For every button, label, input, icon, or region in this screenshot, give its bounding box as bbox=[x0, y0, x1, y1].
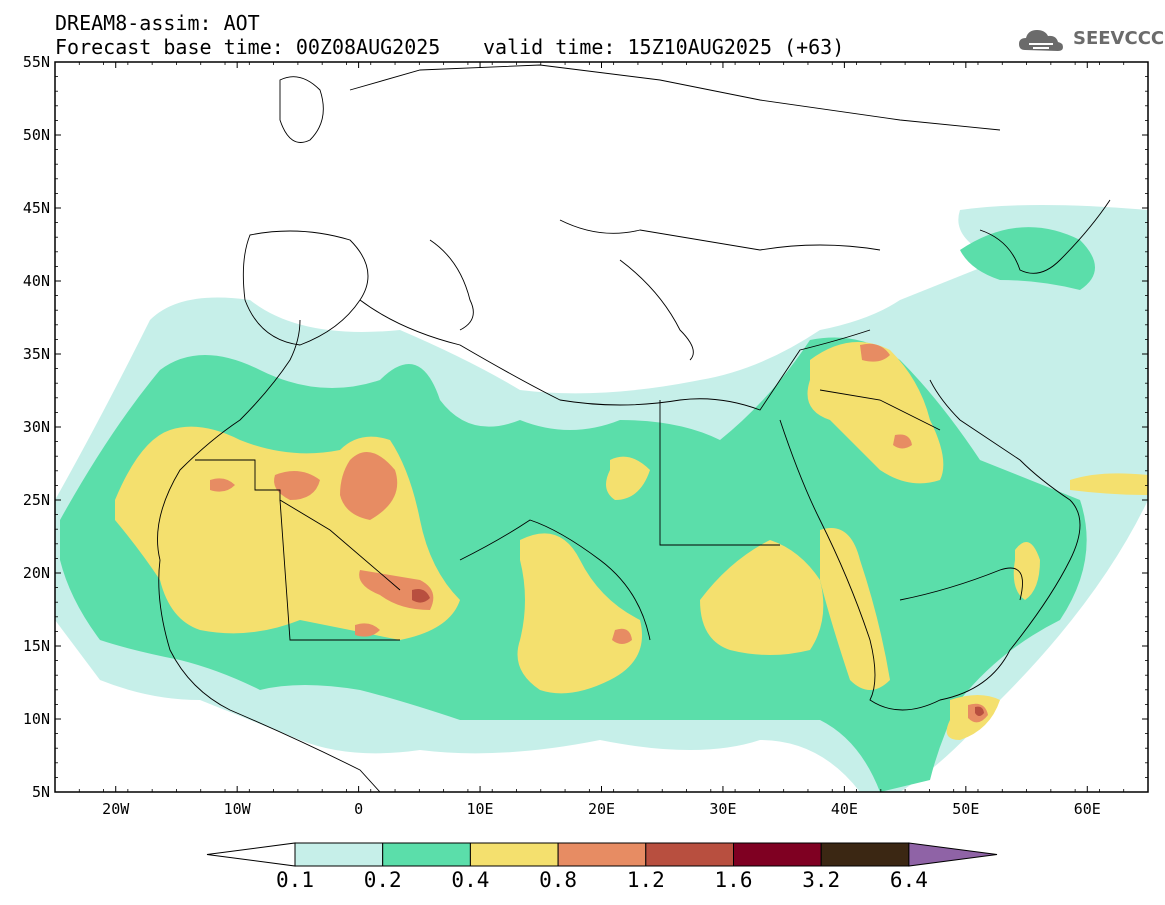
lon-tick-label: 0 bbox=[354, 800, 363, 818]
axis-ticks bbox=[54, 61, 1149, 793]
colorbar-bin bbox=[733, 842, 822, 867]
lat-tick-label: 35N bbox=[23, 345, 50, 363]
lat-tick-label: 15N bbox=[23, 637, 50, 655]
colorbar-labels: 0.1 0.2 0.4 0.8 1.2 1.6 3.2 6.4 bbox=[276, 868, 928, 892]
lon-tick-label: 30E bbox=[709, 800, 736, 818]
map-title: DREAM8-assim: AOT bbox=[55, 11, 260, 35]
lon-tick-label: 60E bbox=[1074, 800, 1101, 818]
colorbar-level-label: 0.1 bbox=[276, 868, 314, 892]
aot-level-1.2 bbox=[412, 589, 984, 716]
lat-tick-label: 20N bbox=[23, 564, 50, 582]
colorbar-under-triangle bbox=[206, 842, 296, 867]
lat-tick-label: 10N bbox=[23, 710, 50, 728]
colorbar-level-label: 3.2 bbox=[802, 868, 840, 892]
longitude-labels: 20W 10W 0 10E 20E 30E 40E 50E 60E bbox=[102, 800, 1101, 818]
cloud-logo-icon bbox=[1019, 30, 1063, 51]
colorbar-bin bbox=[557, 842, 647, 867]
colorbar-bin bbox=[382, 842, 471, 867]
colorbar bbox=[206, 842, 998, 867]
lon-tick-label: 50E bbox=[952, 800, 979, 818]
colorbar-level-label: 1.2 bbox=[627, 868, 665, 892]
lat-tick-label: 25N bbox=[23, 491, 50, 509]
colorbar-level-label: 6.4 bbox=[890, 868, 928, 892]
colorbar-bin bbox=[469, 842, 559, 867]
colorbar-level-label: 0.8 bbox=[539, 868, 577, 892]
lon-tick-label: 20E bbox=[588, 800, 615, 818]
lon-tick-label: 40E bbox=[831, 800, 858, 818]
colorbar-over-triangle bbox=[908, 842, 998, 867]
lon-tick-label: 20W bbox=[102, 800, 130, 818]
lat-tick-label: 55N bbox=[23, 53, 50, 71]
colorbar-level-label: 1.6 bbox=[715, 868, 753, 892]
lat-tick-label: 40N bbox=[23, 272, 50, 290]
lon-tick-label: 10W bbox=[224, 800, 252, 818]
logo-text: SEEVCCC bbox=[1073, 28, 1165, 49]
colorbar-bin bbox=[645, 842, 734, 867]
colorbar-bin bbox=[820, 842, 910, 867]
aot-field bbox=[55, 62, 1148, 792]
latitude-labels: 55N 50N 45N 40N 35N 30N 25N 20N 15N 10N 5N bbox=[23, 53, 50, 801]
colorbar-bin bbox=[294, 842, 384, 867]
forecast-base-time: Forecast base time: 00Z08AUG2025 bbox=[55, 35, 441, 59]
lat-tick-label: 5N bbox=[32, 783, 50, 801]
lon-tick-label: 10E bbox=[467, 800, 494, 818]
valid-time: valid time: 15Z10AUG2025 (+63) bbox=[483, 35, 845, 59]
colorbar-level-label: 0.4 bbox=[451, 868, 489, 892]
coastlines bbox=[157, 64, 1111, 792]
colorbar-level-label: 0.2 bbox=[364, 868, 402, 892]
lat-tick-label: 45N bbox=[23, 199, 50, 217]
lat-tick-label: 50N bbox=[23, 126, 50, 144]
lat-tick-label: 30N bbox=[23, 418, 50, 436]
